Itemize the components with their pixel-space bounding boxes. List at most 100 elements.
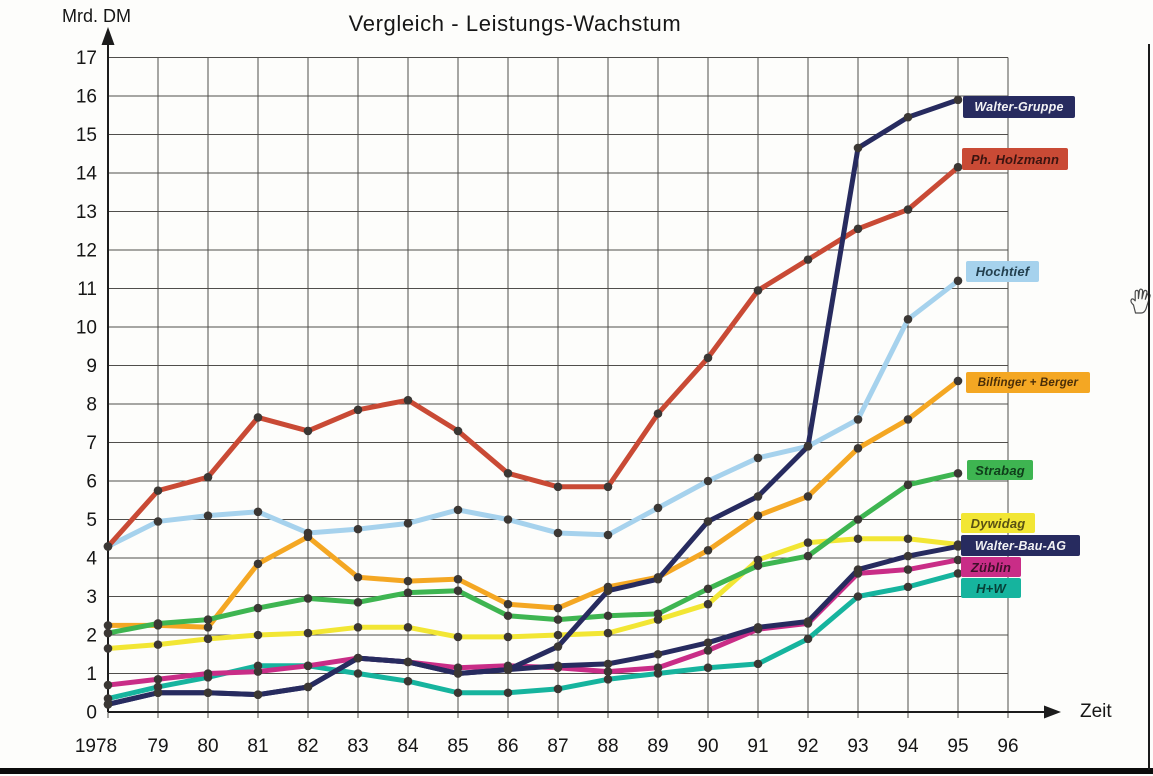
x-tick-label: 91 [747, 736, 768, 757]
data-point-hochtief [553, 528, 563, 538]
data-point-strabag [953, 469, 963, 478]
y-axis-arrow-icon [101, 27, 115, 45]
data-point-h-w [903, 582, 913, 592]
legend-chip-walter-bau-ag: Walter-Bau-AG [961, 535, 1080, 556]
data-point-strabag [553, 615, 563, 624]
data-point-ph-holzmann [353, 405, 363, 415]
data-point-bilfinger-berger [203, 623, 213, 632]
data-point-ph-holzmann [253, 413, 263, 422]
legend-chip-ph-holzmann: Ph. Holzmann [962, 148, 1068, 170]
data-point-walter-bau-ag [853, 565, 863, 574]
y-tick-label: 1 [86, 664, 97, 685]
data-point-dywidag [303, 628, 313, 638]
data-point-walter-gruppe [453, 669, 463, 678]
data-point-dywidag [703, 599, 713, 609]
data-point-hochtief [603, 530, 613, 540]
data-point-z-blin [703, 646, 713, 655]
data-point-hochtief [503, 515, 513, 524]
data-point-dywidag [253, 630, 263, 640]
x-tick-label: 86 [497, 736, 518, 757]
series-line-strabag [105, 470, 961, 636]
data-point-bilfinger-berger [853, 443, 863, 453]
data-point-bilfinger-berger [953, 376, 963, 386]
series-line-dywidag [105, 536, 961, 651]
data-point-hochtief [353, 524, 363, 534]
data-point-walter-gruppe [653, 574, 663, 584]
data-point-z-blin [203, 669, 213, 678]
data-point-bilfinger-berger [453, 574, 463, 584]
legend-chip-dywidag: Dywidag [961, 513, 1035, 533]
data-point-strabag [303, 594, 313, 603]
data-point-hochtief [853, 415, 863, 424]
data-point-z-blin [953, 555, 963, 565]
y-axis-title: Mrd. DM [62, 6, 131, 26]
legend-chip-walter-gruppe: Walter-Gruppe [963, 96, 1075, 118]
data-point-z-blin [253, 667, 263, 676]
data-point-strabag [803, 551, 813, 561]
data-point-ph-holzmann [653, 409, 663, 418]
x-tick-label: 83 [347, 736, 368, 757]
y-tick-label: 0 [86, 703, 97, 724]
x-tick-label: 84 [397, 736, 419, 757]
x-tick-label: 92 [797, 736, 818, 757]
data-point-hochtief [453, 505, 463, 515]
x-tick-label: 96 [997, 736, 1018, 757]
data-point-ph-holzmann [103, 542, 113, 551]
data-point-ph-holzmann [703, 353, 713, 363]
data-point-walter-gruppe [203, 688, 213, 698]
data-point-hochtief [953, 276, 963, 286]
data-point-walter-bau-ag [753, 623, 763, 632]
data-point-walter-bau-ag [553, 661, 563, 671]
data-point-walter-gruppe [303, 682, 313, 692]
data-point-dywidag [903, 534, 913, 544]
window-bottom-edge [0, 768, 1153, 774]
x-tick-label: 80 [197, 736, 218, 757]
data-point-strabag [703, 584, 713, 594]
data-point-h-w [503, 688, 513, 698]
data-point-walter-gruppe [753, 492, 763, 501]
data-point-ph-holzmann [553, 482, 563, 492]
legend-chip-hochtief: Hochtief [966, 261, 1039, 282]
data-point-walter-gruppe [403, 657, 413, 667]
data-point-walter-gruppe [803, 442, 813, 451]
data-point-bilfinger-berger [103, 621, 113, 630]
data-point-h-w [603, 674, 613, 684]
window-right-edge [1148, 44, 1150, 770]
data-point-hochtief [703, 476, 713, 486]
data-point-h-w [453, 688, 463, 698]
data-point-z-blin [303, 661, 313, 671]
data-point-walter-gruppe [953, 95, 963, 105]
data-point-strabag [403, 588, 413, 597]
x-axis-title: Zeit [1080, 701, 1112, 722]
data-point-walter-gruppe [703, 517, 713, 526]
y-tick-label: 5 [86, 510, 97, 531]
series-line-h-w [105, 570, 961, 702]
data-point-walter-bau-ag [603, 659, 613, 669]
data-point-bilfinger-berger [303, 532, 313, 542]
data-point-ph-holzmann [303, 426, 313, 436]
series-line-bilfinger-berger [105, 378, 961, 630]
data-point-strabag [153, 619, 163, 628]
x-tick-label: 87 [547, 736, 568, 757]
data-point-hochtief [153, 517, 163, 526]
y-tick-label: 11 [77, 279, 97, 300]
data-point-bilfinger-berger [903, 415, 913, 424]
y-tick-label: 16 [76, 87, 97, 108]
data-point-walter-bau-ag [703, 638, 713, 647]
data-point-hochtief [753, 453, 763, 463]
data-point-ph-holzmann [403, 395, 413, 405]
data-point-dywidag [603, 628, 613, 638]
series-line-ph-holzmann [105, 164, 961, 549]
data-point-h-w [553, 684, 563, 694]
x-tick-label: 1978 [75, 736, 117, 757]
data-point-dywidag [203, 634, 213, 644]
data-point-dywidag [353, 623, 363, 632]
legend-chip-bilfinger-berger: Bilfinger + Berger [966, 372, 1090, 393]
data-point-strabag [853, 515, 863, 524]
data-point-bilfinger-berger [253, 559, 263, 569]
data-point-ph-holzmann [803, 255, 813, 264]
data-point-ph-holzmann [503, 469, 513, 478]
data-point-walter-bau-ag [653, 649, 663, 659]
data-point-ph-holzmann [853, 224, 863, 234]
data-point-hochtief [903, 315, 913, 324]
